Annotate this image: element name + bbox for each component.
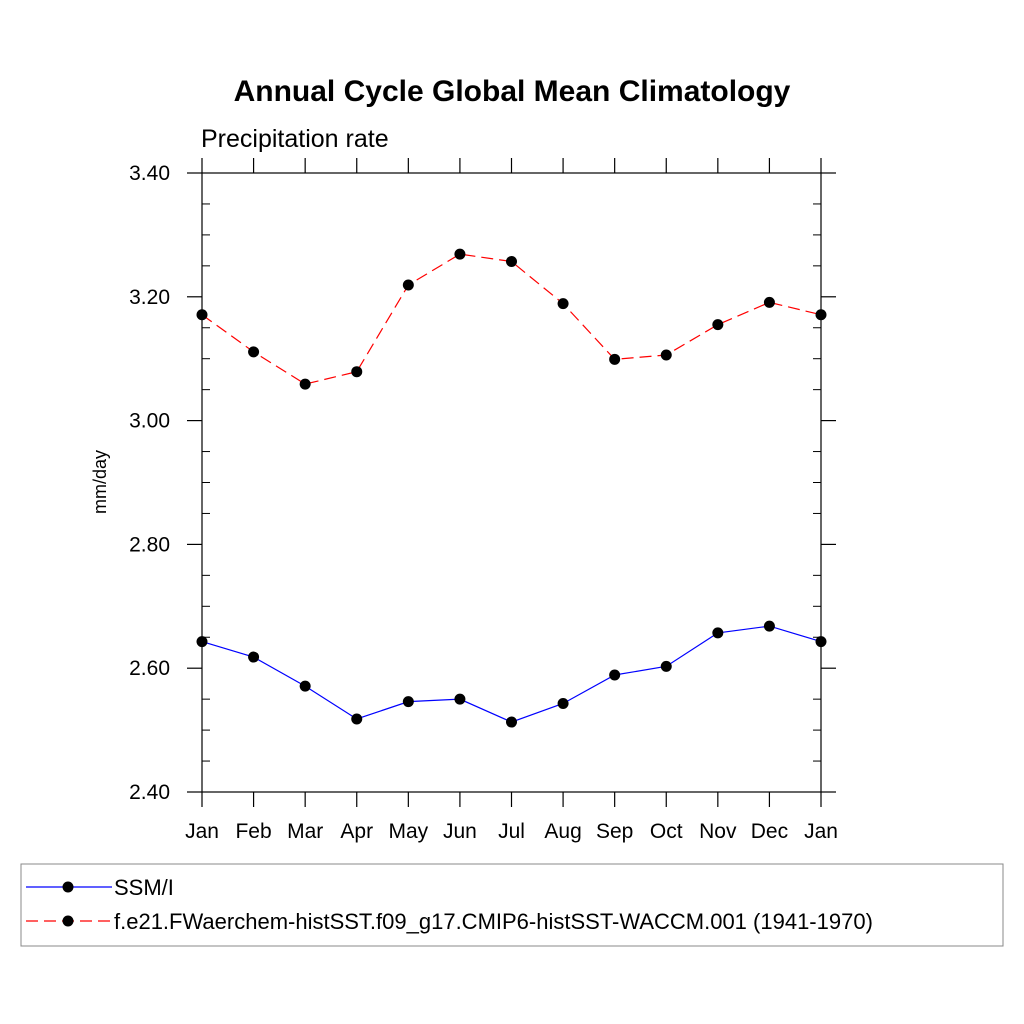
data-point: [351, 366, 363, 378]
x-tick-label: Jan: [804, 820, 838, 843]
legend: SSM/I f.e21.FWaerchem-histSST.f09_g17.CMI…: [26, 875, 873, 934]
data-point: [815, 309, 827, 321]
x-tick-label: Jan: [185, 820, 219, 843]
data-point: [557, 298, 569, 310]
data-point: [454, 248, 466, 260]
x-tick-label: Nov: [699, 820, 737, 843]
data-point: [712, 627, 724, 639]
data-point: [660, 660, 672, 672]
data-point: [506, 716, 517, 728]
x-tick-label: Sep: [596, 820, 633, 843]
axis-ticks: [187, 158, 836, 807]
legend-marker-1: [62, 881, 74, 893]
chart-title: Annual Cycle Global Mean Climatology: [234, 75, 791, 108]
data-point: [609, 353, 621, 365]
data-point: [196, 636, 208, 648]
y-tick-label: 3.00: [129, 410, 170, 433]
x-tick-label: Mar: [287, 820, 323, 843]
x-tick-label: Aug: [544, 820, 581, 843]
x-tick-labels: Jan Feb Mar Apr May Jun Jul Aug Sep Oct Nov Dec Jan: [185, 820, 838, 843]
y-tick-label: 2.60: [129, 657, 170, 680]
data-point: [815, 636, 827, 648]
y-axis-label: mm/day: [90, 450, 110, 514]
x-tick-label: Dec: [751, 820, 788, 843]
series-line-2: [201, 253, 822, 385]
series-lines: [196, 248, 827, 728]
legend-box: [20, 863, 1004, 947]
legend-label-1: SSM/I: [114, 875, 174, 900]
chart-subtitle: Precipitation rate: [201, 125, 389, 153]
data-point: [402, 696, 414, 708]
data-point: [763, 296, 775, 308]
series-line-1: [201, 625, 822, 723]
x-tick-label: Jun: [443, 820, 477, 843]
data-point: [351, 713, 363, 725]
y-tick-label: 3.40: [129, 162, 170, 185]
data-point: [609, 669, 621, 681]
x-tick-label: Jul: [498, 820, 525, 843]
data-point: [712, 319, 724, 331]
data-point: [402, 279, 414, 291]
data-point: [506, 256, 517, 268]
data-point: [248, 346, 260, 358]
y-tick-label: 2.40: [129, 781, 170, 804]
data-point: [299, 680, 311, 692]
data-point: [557, 697, 569, 709]
data-point: [196, 309, 208, 321]
data-point: [763, 620, 775, 632]
y-tick-label: 3.20: [129, 286, 170, 309]
data-point: [454, 693, 466, 705]
x-tick-label: Oct: [650, 820, 683, 843]
x-tick-label: Apr: [340, 820, 373, 843]
x-tick-label: May: [388, 820, 428, 843]
x-tick-label: Feb: [235, 820, 271, 843]
data-point: [660, 349, 672, 361]
y-tick-labels: 2.40 2.60 2.80 3.00 3.20 3.40: [129, 162, 170, 804]
data-point: [299, 378, 311, 390]
y-tick-label: 2.80: [129, 533, 170, 556]
legend-marker-2: [62, 915, 74, 927]
data-point: [248, 651, 260, 663]
legend-label-2: f.e21.FWaerchem-histSST.f09_g17.CMIP6-hi…: [114, 909, 873, 934]
